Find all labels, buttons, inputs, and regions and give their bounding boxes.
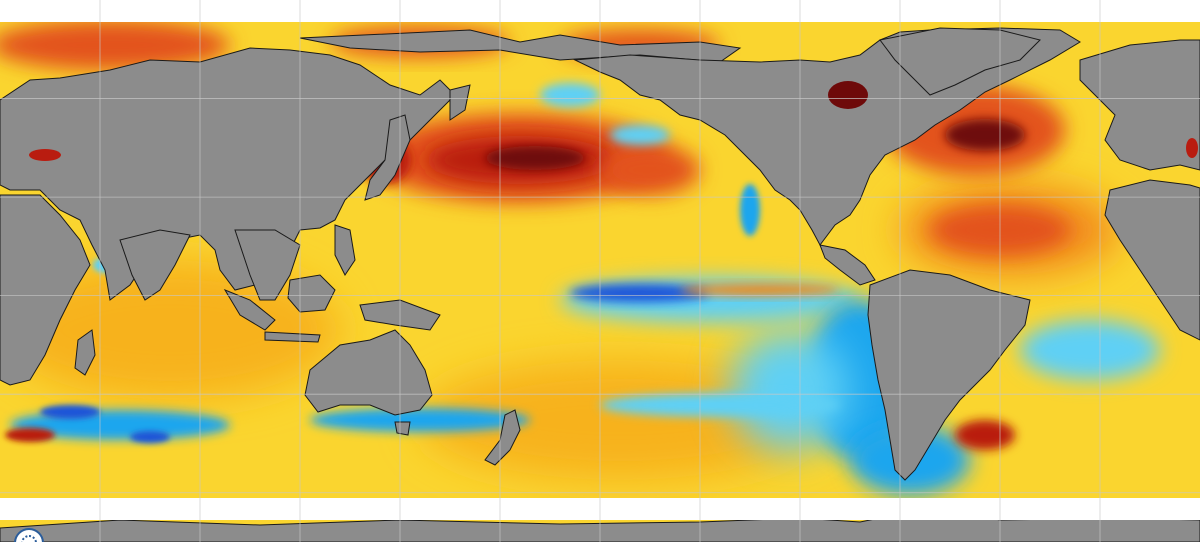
equatorial-pacific-warm-strip <box>680 284 840 296</box>
central-america-landmass <box>819 244 876 286</box>
southern-ocean-cold-spot-2 <box>130 431 170 443</box>
java-island <box>264 331 321 343</box>
black-sea-water <box>29 149 61 161</box>
india-landmass <box>119 229 191 301</box>
europe-landmass <box>1079 39 1200 171</box>
southern-ocean-cool-band-east <box>600 393 840 417</box>
kamchatka-peninsula <box>449 84 471 121</box>
broad-warm-south-pacific <box>420 360 820 480</box>
hudson-bay-water <box>828 81 868 109</box>
south-america-landmass <box>867 269 1031 481</box>
equatorial-pacific-la-nina-tongue-core <box>570 284 710 302</box>
japan-islands <box>364 114 411 201</box>
southern-ocean-warm-spot <box>5 428 55 442</box>
madagascar-island <box>74 329 96 376</box>
southern-ocean-cool-band-mid <box>310 408 530 432</box>
philippines-islands <box>334 224 356 276</box>
arctic-land-strip <box>299 29 742 63</box>
southern-ocean-cold-spot-1 <box>40 405 100 419</box>
sumatra-island <box>223 288 276 331</box>
california-coast-cool-strip <box>740 184 760 236</box>
south-atlantic-cool <box>1020 320 1160 380</box>
tasmania-island <box>394 421 411 436</box>
eurasia-west-landmass <box>0 47 456 301</box>
noaa-emblem-ring <box>21 535 37 542</box>
north-atlantic-hotspot-core <box>945 119 1025 151</box>
peru-cool-offshore <box>730 330 850 450</box>
gulf-of-alaska-cool <box>610 125 670 145</box>
bering-sea-cool-patch <box>540 83 600 107</box>
south-atlantic-warm-patch <box>955 420 1015 450</box>
caspian-sea-water <box>1186 138 1198 158</box>
north-pacific-hotspot-core <box>485 146 585 170</box>
arctic-ocean-warmth-west <box>0 20 230 70</box>
africa-east-fragment <box>0 194 91 386</box>
africa-west-landmass <box>1104 179 1200 341</box>
indochina-landmass <box>234 229 301 301</box>
north-pacific-east-warm <box>600 145 700 195</box>
new-zealand-islands <box>484 409 521 466</box>
